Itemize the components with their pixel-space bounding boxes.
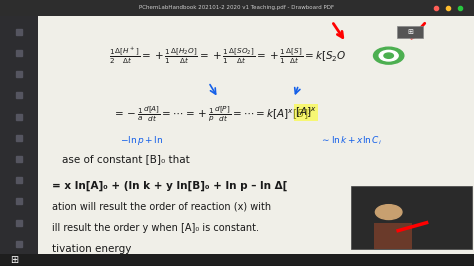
Text: tivation energy: tivation energy: [52, 244, 131, 254]
FancyBboxPatch shape: [397, 26, 423, 38]
Text: ill result the order y when [A]₀ is constant.: ill result the order y when [A]₀ is cons…: [52, 223, 259, 233]
Circle shape: [384, 53, 393, 58]
Text: PChemLabHandbook 202101-2 2020 v1 Teaching.pdf - Drawboard PDF: PChemLabHandbook 202101-2 2020 v1 Teachi…: [139, 5, 335, 10]
Circle shape: [374, 47, 404, 64]
Text: ⊞: ⊞: [10, 255, 18, 265]
Circle shape: [375, 205, 402, 219]
Text: = x ln[A]₀ + (ln k + y ln[B]₀ + ln p – ln Δ[: = x ln[A]₀ + (ln k + y ln[B]₀ + ln p – l…: [52, 180, 288, 191]
Text: ation will result the order of reaction (x) with: ation will result the order of reaction …: [52, 202, 271, 212]
FancyBboxPatch shape: [351, 186, 472, 249]
FancyBboxPatch shape: [0, 0, 474, 16]
FancyBboxPatch shape: [38, 16, 474, 255]
Text: $-\ln p + \ln$: $-\ln p + \ln$: [120, 134, 164, 147]
Text: $\sim \ln k + x\ln C_i$: $\sim \ln k + x\ln C_i$: [320, 134, 382, 147]
Text: $=-\frac{1}{a}\frac{d[A]}{dt}=\cdots=+\frac{1}{p}\frac{d[P]}{dt}=\cdots=k[A]^x[B: $=-\frac{1}{a}\frac{d[A]}{dt}=\cdots=+\f…: [112, 104, 314, 124]
Circle shape: [379, 50, 398, 61]
FancyBboxPatch shape: [0, 16, 38, 255]
Text: $\frac{1}{2}\frac{\Delta[H^+]}{\Delta t}=+\frac{1}{1}\frac{\Delta[H_2O]}{\Delta : $\frac{1}{2}\frac{\Delta[H^+]}{\Delta t}…: [109, 45, 346, 66]
FancyBboxPatch shape: [0, 255, 474, 265]
FancyBboxPatch shape: [374, 223, 412, 249]
Text: ⊞: ⊞: [407, 29, 413, 35]
Text: ase of constant [B]₀ that: ase of constant [B]₀ that: [62, 154, 190, 164]
Text: $[A]^x$: $[A]^x$: [295, 106, 317, 120]
